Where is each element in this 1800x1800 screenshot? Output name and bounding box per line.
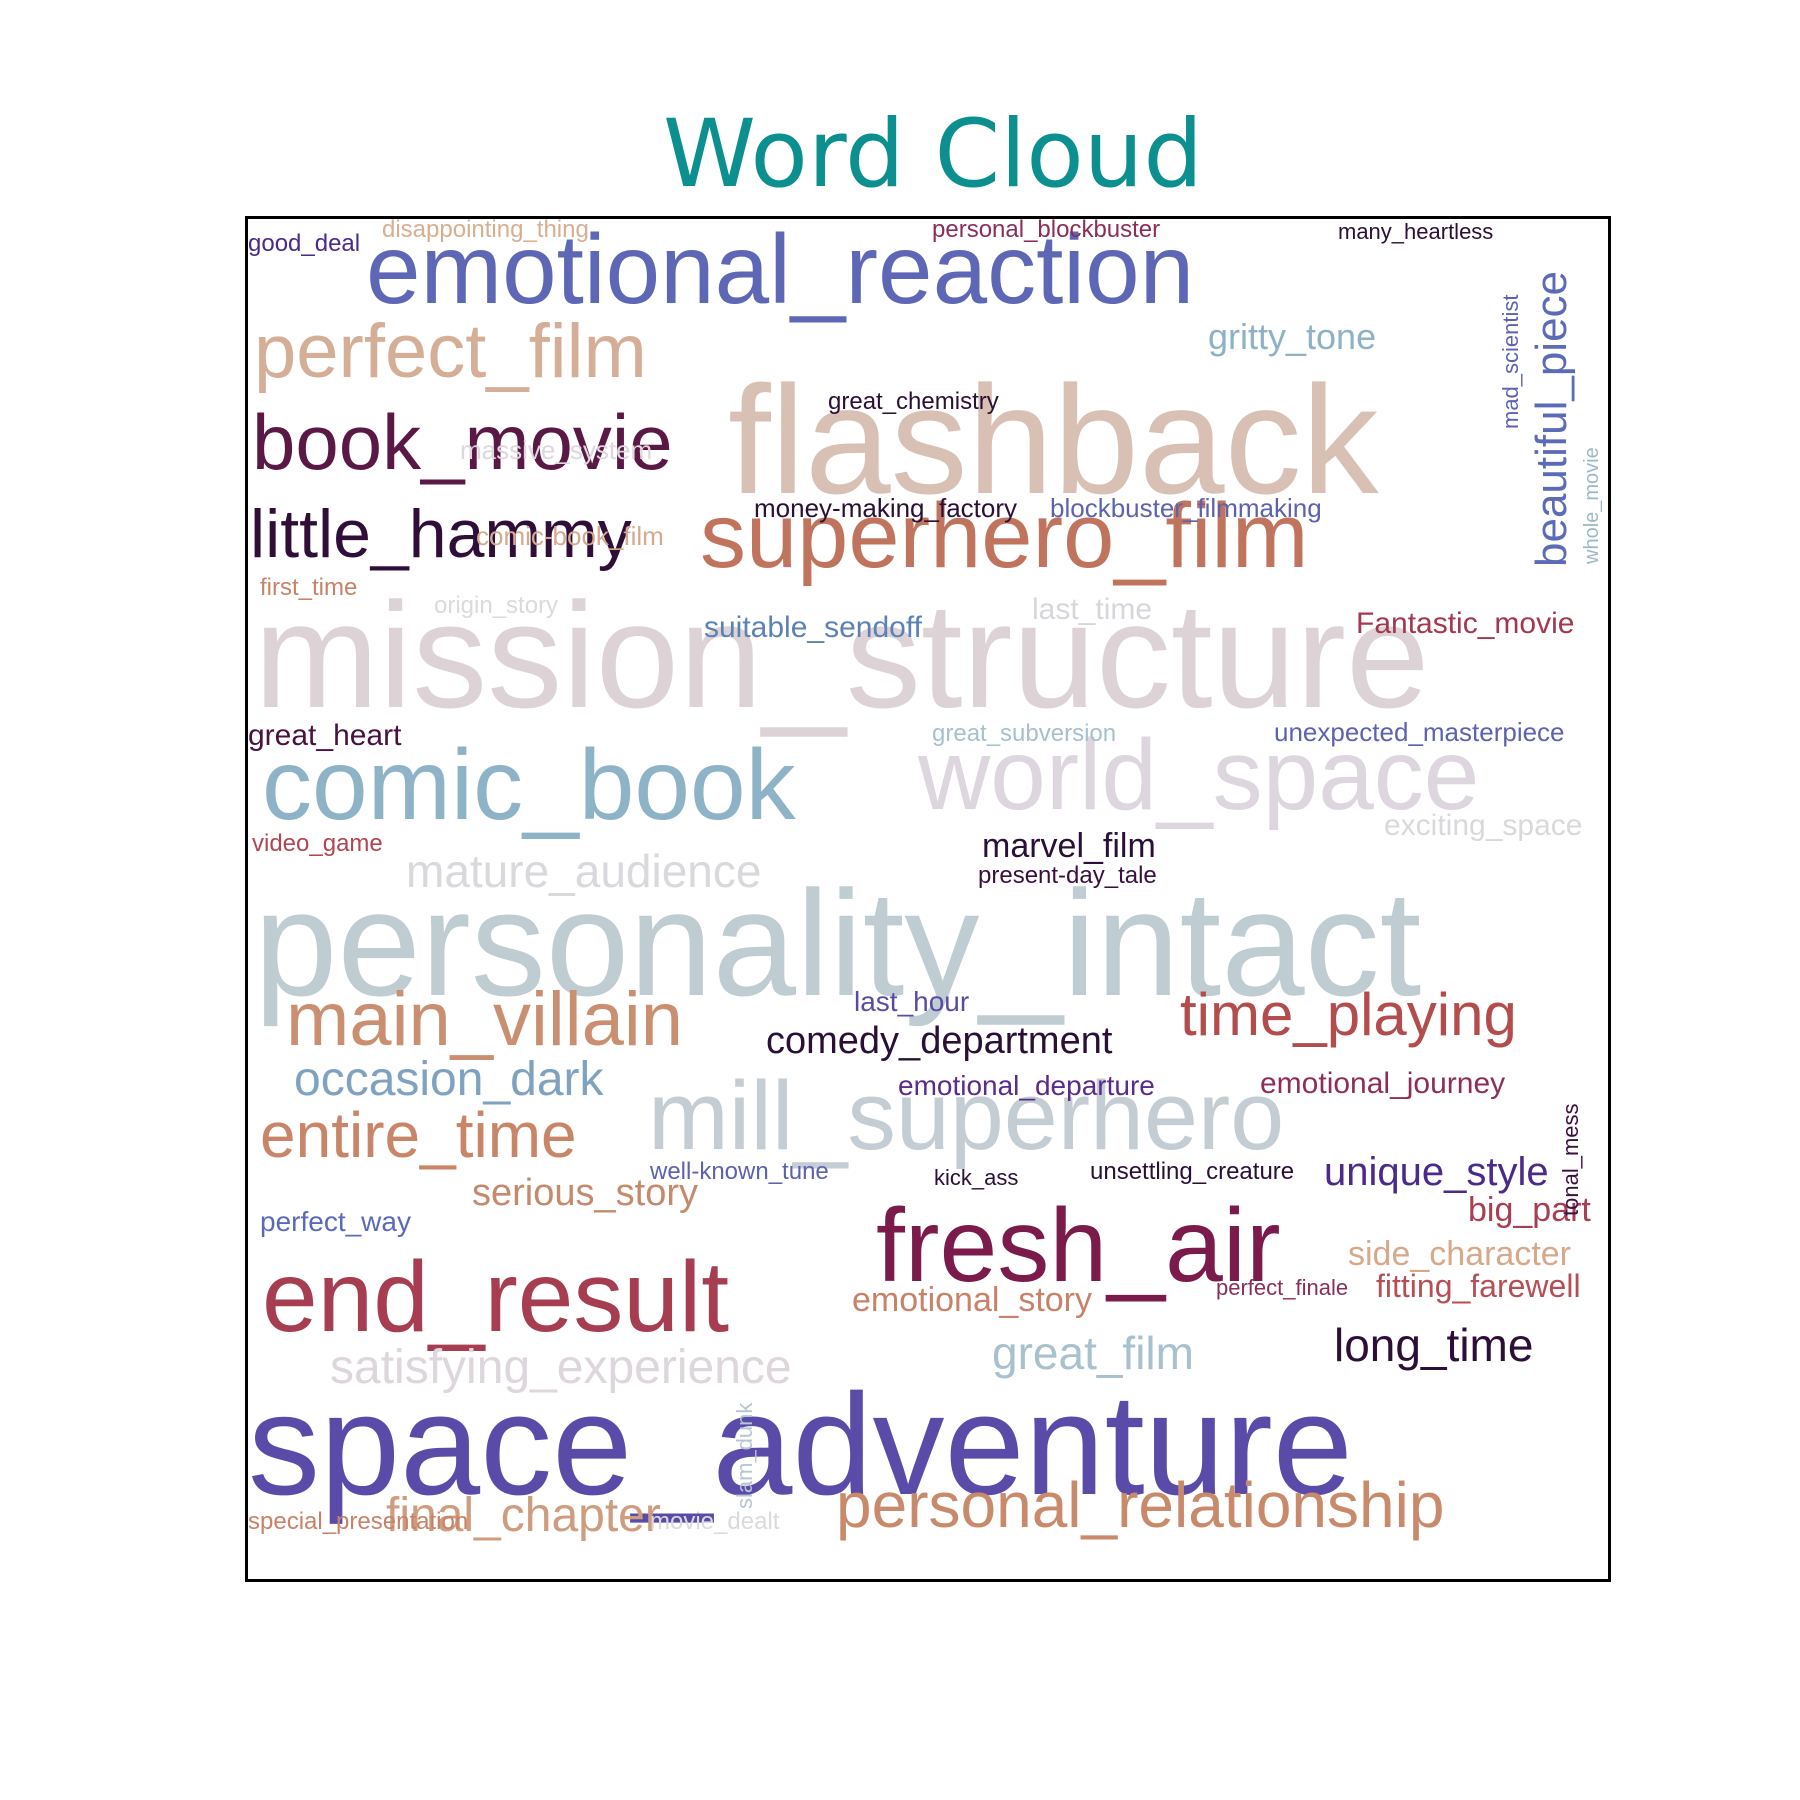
word-movie-dealt: movie_dealt (650, 1508, 780, 1535)
word-great-chemistry: great_chemistry (828, 388, 999, 415)
word-emotional-departure: emotional_departure (898, 1070, 1155, 1101)
word-book-movie: book_movie (252, 398, 673, 486)
word-massive-system: massive_system (460, 435, 652, 465)
word-occasion-dark: occasion_dark (294, 1053, 605, 1106)
word-mission-structure: mission_structure (254, 571, 1429, 739)
word-marvel-film: marvel_film (982, 827, 1156, 865)
word-main-villain: main_villain (286, 977, 683, 1062)
word-mad-scientist: mad_scientist (1498, 294, 1523, 429)
word-personality-intact: personality_intact (254, 859, 1421, 1027)
word-flashback: flashback (728, 354, 1380, 526)
word-tonal-mess: tonal_mess (1558, 1103, 1583, 1216)
word-superhero-film: superhero_film (700, 485, 1309, 587)
word-cloud: mission_structure personality_intactspace… (248, 219, 1603, 1542)
word-great-film: great_film (992, 1327, 1194, 1379)
word-great-heart: great_heart (248, 719, 402, 752)
word-perfect-film: perfect_film (254, 309, 647, 394)
word-gritty-tone: gritty_tone (1208, 316, 1376, 357)
word-whole-movie: whole_movie (1581, 447, 1603, 565)
word-unique-style: unique_style (1324, 1150, 1549, 1194)
word-great-subversion: great_subversion (932, 720, 1116, 747)
word-well-known-tune: well-known_tune (649, 1158, 829, 1185)
word-slam-dunk: slam_dunk (732, 1402, 757, 1509)
word-mature-audience: mature_audience (406, 845, 761, 897)
word-present-day-tale: present-day_tale (978, 862, 1157, 889)
word-unsettling-creature: unsettling_creature (1090, 1158, 1294, 1185)
word-fitting-farewell: fitting_farewell (1376, 1268, 1581, 1304)
word-disappointing-thing: disappointing_thing (382, 219, 589, 243)
word-origin-story: origin_story (434, 592, 558, 619)
word-good-deal: good_deal (248, 230, 360, 257)
word-perfect-finale: perfect_finale (1216, 1275, 1348, 1300)
word-big-part: big_part (1468, 1191, 1591, 1229)
word-final-chapter: final_chapter (386, 1489, 661, 1542)
word-emotional-reaction: emotional_reaction (366, 219, 1194, 324)
word-video-game: video_game (252, 830, 383, 857)
word-money-making-factory: money-making_factory (754, 493, 1017, 523)
word-comic-book-film: comic-book_film (476, 521, 664, 551)
word-kick-ass: kick_ass (934, 1165, 1018, 1190)
word-last-time: last_time (1032, 593, 1152, 626)
word-exciting-space: exciting_space (1384, 809, 1582, 842)
word-perfect-way: perfect_way (260, 1206, 411, 1237)
word-suitable-sendoff: suitable_sendoff (704, 611, 923, 644)
word-emotional-story: emotional_story (852, 1281, 1092, 1319)
word-fantastic-movie: Fantastic_movie (1356, 607, 1574, 640)
word-fresh-air: fresh_air (876, 1188, 1281, 1304)
word-world-space: world_space (917, 719, 1479, 831)
word-first-time: first_time (260, 574, 357, 601)
word-personal-blockbuster: personal_blockbuster (932, 219, 1160, 243)
word-side-character: side_character (1348, 1235, 1571, 1273)
word-end-result: end_result (262, 1241, 729, 1353)
word-satisfying-experience: satisfying_experience (330, 1341, 792, 1394)
word-emotional-journey: emotional_journey (1260, 1067, 1505, 1100)
word-comedy-department: comedy_department (766, 1020, 1113, 1062)
word-entire-time: entire_time (260, 1099, 577, 1171)
chart-title: Word Cloud (663, 100, 1203, 209)
word-comic-book: comic_book (262, 729, 797, 841)
word-blockbuster-filmmaking: blockbuster_filmmaking (1050, 493, 1322, 523)
word-personal-relationship: personal_relationship (836, 1469, 1444, 1541)
word-mill-superhero: mill_superhero (648, 1061, 1284, 1170)
word-space-adventure: space_adventure (248, 1364, 1353, 1525)
word-many-heartless: many_heartless (1338, 219, 1493, 244)
word-serious-story: serious_story (472, 1172, 698, 1214)
word-long-time: long_time (1334, 1319, 1533, 1371)
word-last-hour: last_hour (854, 986, 969, 1017)
word-special-presentation: special_presentation (248, 1508, 468, 1535)
word-little-hammy: little_hammy (250, 496, 632, 572)
word-beautiful-piece: beautiful_piece (1527, 271, 1576, 567)
word-unexpected-masterpiece: unexpected_masterpiece (1274, 717, 1565, 747)
word-time-playing: time_playing (1180, 981, 1517, 1048)
